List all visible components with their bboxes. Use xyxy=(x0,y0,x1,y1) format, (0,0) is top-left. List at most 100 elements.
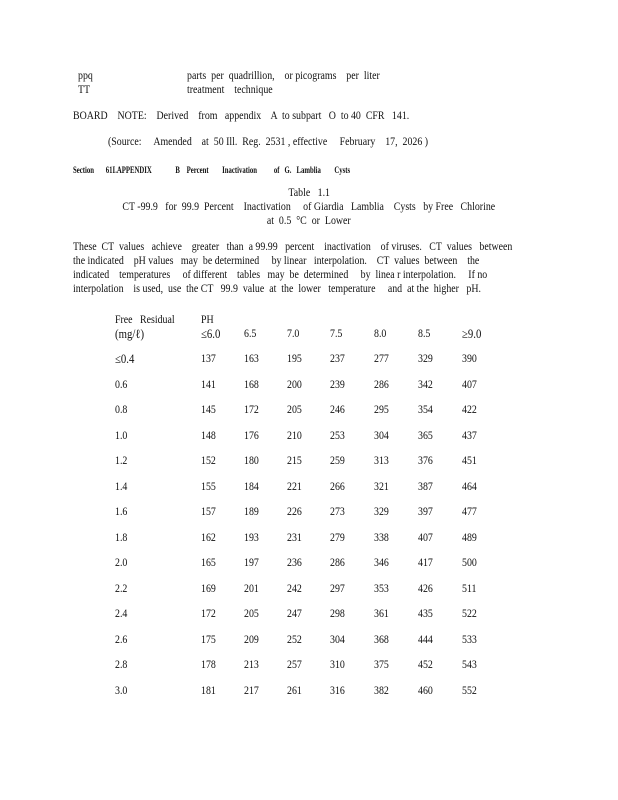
row-header: Free Residual xyxy=(115,314,175,326)
table-cell: 375 xyxy=(374,659,389,671)
table-cell: 477 xyxy=(462,506,477,518)
table-cell: 237 xyxy=(330,353,345,365)
ph-header: PH xyxy=(201,314,214,326)
table-cell: 155 xyxy=(201,480,216,493)
table-cell: 452 xyxy=(418,659,433,671)
table-cell: 217 xyxy=(244,684,259,697)
table-cell: 215 xyxy=(287,455,302,467)
table-cell: 261 xyxy=(287,684,302,697)
table-cell: 295 xyxy=(374,404,389,416)
table-cell: 511 xyxy=(462,582,477,595)
table-cell: 522 xyxy=(462,608,477,620)
table-cell: 329 xyxy=(374,506,389,518)
table-cell: 407 xyxy=(462,378,477,391)
table-cell: 365 xyxy=(418,429,433,442)
table-cell: 247 xyxy=(287,608,302,620)
row-label: 1.0 xyxy=(115,429,128,442)
table-cell: 397 xyxy=(418,506,433,518)
row-label: 2.4 xyxy=(115,608,128,620)
table-cell: 205 xyxy=(287,404,302,416)
column-header: 7.5 xyxy=(330,328,343,340)
column-header: 6.5 xyxy=(244,328,257,340)
row-label: 2.8 xyxy=(115,659,128,671)
table-cell: 145 xyxy=(201,404,216,416)
row-label: 0.6 xyxy=(115,378,128,391)
table-cell: 353 xyxy=(374,582,389,595)
table-cell: 259 xyxy=(330,455,345,467)
table-cell: 338 xyxy=(374,531,389,544)
table-cell: 205 xyxy=(244,608,259,620)
table-cell: 189 xyxy=(244,506,259,518)
table-cell: 286 xyxy=(330,557,345,569)
table-cell: 382 xyxy=(374,684,389,697)
table-cell: 390 xyxy=(462,353,477,365)
definition-meaning: treatment technique xyxy=(187,84,273,96)
table-cell: 298 xyxy=(330,608,345,620)
table-cell: 137 xyxy=(201,353,216,365)
table-cell: 407 xyxy=(418,531,433,544)
table-cell: 176 xyxy=(244,429,259,442)
row-label: 1.4 xyxy=(115,480,128,493)
table-cell: 500 xyxy=(462,557,477,569)
column-header: 8.5 xyxy=(418,328,431,340)
table-cell: 209 xyxy=(244,633,259,646)
table-cell: 239 xyxy=(330,378,345,391)
table-cell: 387 xyxy=(418,480,433,493)
table-cell: 489 xyxy=(462,531,477,544)
table-cell: 165 xyxy=(201,557,216,569)
table-cell: 342 xyxy=(418,378,433,391)
section-heading: Section 61I.APPENDIX B Percent Inactivat… xyxy=(73,165,351,175)
table-cell: 236 xyxy=(287,557,302,569)
table-cell: 242 xyxy=(287,582,302,595)
row-label: 2.2 xyxy=(115,582,128,595)
table-cell: 286 xyxy=(374,378,389,391)
definition-abbr: ppq xyxy=(78,70,93,82)
table-cell: 213 xyxy=(244,659,259,671)
table-cell: 316 xyxy=(330,684,345,697)
table-subtitle: at 0.5 °C or Lower xyxy=(0,214,618,228)
table-cell: 168 xyxy=(244,378,259,391)
table-title-line: at 0.5 °C or Lower xyxy=(267,215,351,227)
paragraph-line: the indicated pH values may be determine… xyxy=(73,255,480,267)
row-header-unit: (mg/ℓ) xyxy=(115,327,145,341)
table-cell: 444 xyxy=(418,633,433,646)
row-label: 1.2 xyxy=(115,455,128,467)
table-cell: 157 xyxy=(201,506,216,518)
table-cell: 417 xyxy=(418,557,433,569)
table-cell: 226 xyxy=(287,506,302,518)
source-note: (Source: Amended at 50 Ill. Reg. 2531 , … xyxy=(108,136,429,148)
row-label: 2.0 xyxy=(115,557,128,569)
table-cell: 451 xyxy=(462,455,477,467)
table-cell: 422 xyxy=(462,404,477,416)
table-cell: 297 xyxy=(330,582,345,595)
table-cell: 193 xyxy=(244,531,259,544)
table-cell: 175 xyxy=(201,633,216,646)
table-cell: 354 xyxy=(418,404,433,416)
table-cell: 426 xyxy=(418,582,433,595)
row-label: 2.6 xyxy=(115,633,128,646)
table-cell: 195 xyxy=(287,353,302,365)
table-cell: 368 xyxy=(374,633,389,646)
table-title: CT -99.9 for 99.9 Percent Inactivation o… xyxy=(0,200,618,214)
table-cell: 152 xyxy=(201,455,216,467)
table-cell: 552 xyxy=(462,684,477,697)
table-cell: 279 xyxy=(330,531,345,544)
table-cell: 304 xyxy=(330,633,345,646)
table-cell: 435 xyxy=(418,608,433,620)
table-cell: 376 xyxy=(418,455,433,467)
table-cell: 533 xyxy=(462,633,477,646)
row-label: 0.8 xyxy=(115,404,128,416)
table-cell: 273 xyxy=(330,506,345,518)
table-cell: 141 xyxy=(201,378,216,391)
table-cell: 201 xyxy=(244,582,259,595)
board-note: BOARD NOTE: Derived from appendix A to s… xyxy=(73,110,410,122)
table-cell: 329 xyxy=(418,353,433,365)
table-cell: 163 xyxy=(244,353,259,365)
paragraph-line: These CT values achieve greater than a 9… xyxy=(73,241,513,253)
table-cell: 221 xyxy=(287,480,302,493)
table-cell: 304 xyxy=(374,429,389,442)
table-cell: 253 xyxy=(330,429,345,442)
column-header: 7.0 xyxy=(287,328,300,340)
table-cell: 200 xyxy=(287,378,302,391)
table-cell: 178 xyxy=(201,659,216,671)
